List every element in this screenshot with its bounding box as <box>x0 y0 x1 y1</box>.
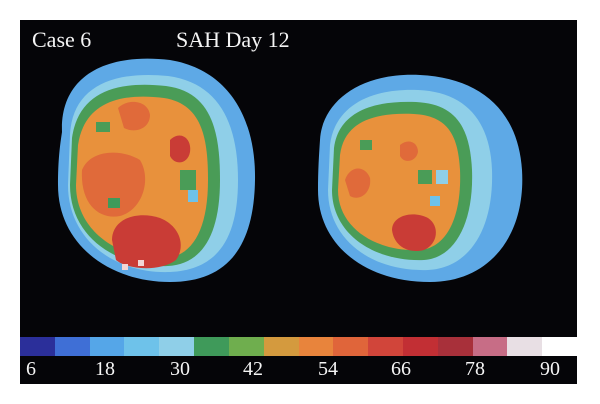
case-label: Case 6 <box>32 27 92 52</box>
color-scale-segment <box>402 337 438 356</box>
right-green-patch-2 <box>360 140 372 150</box>
color-scale-segment <box>124 337 160 356</box>
color-scale-bar <box>20 337 577 356</box>
condition-label: SAH Day 12 <box>176 27 290 52</box>
scale-tick-label: 54 <box>318 358 338 380</box>
left-red-region-right <box>170 135 191 163</box>
right-blue-patch-2 <box>430 196 440 206</box>
left-red-orange-region <box>81 152 146 217</box>
right-brain-slice <box>318 74 523 282</box>
right-red-region-upper <box>400 141 418 161</box>
right-red-region-lower <box>392 214 436 252</box>
color-scale-segment <box>472 337 508 356</box>
brain-scan-images <box>58 58 523 282</box>
left-brain-slice <box>58 58 256 282</box>
left-red-region-top <box>118 101 150 131</box>
right-green-patch-1 <box>418 170 432 184</box>
left-green-patch-2 <box>180 170 196 190</box>
color-scale-segment <box>20 337 55 356</box>
color-scale-segment <box>333 337 369 356</box>
right-blue-patch-1 <box>436 170 448 184</box>
scale-tick-label: 6 <box>26 358 36 380</box>
pet-scan-figure: Case 6 SAH Day 12 <box>20 20 577 384</box>
color-scale-segment <box>159 337 195 356</box>
left-white-spot-2 <box>138 260 144 266</box>
color-scale-segment <box>368 337 403 356</box>
color-scale-segment <box>298 337 334 356</box>
color-scale-segment <box>194 337 229 356</box>
color-scale-segment <box>542 337 577 356</box>
color-scale-segment <box>437 337 473 356</box>
color-scale-segment <box>54 337 90 356</box>
color-scale-segment <box>507 337 543 356</box>
scale-tick-label: 30 <box>170 358 190 380</box>
color-scale-segment <box>228 337 264 356</box>
left-blue-patch <box>188 190 198 202</box>
scale-tick-label: 66 <box>391 358 411 380</box>
left-green-patch-3 <box>108 198 120 208</box>
left-white-spot-1 <box>122 264 128 270</box>
color-scale-segment <box>263 337 299 356</box>
left-green-patch-1 <box>96 122 110 132</box>
color-scale-segment <box>89 337 125 356</box>
scale-tick-label: 18 <box>95 358 115 380</box>
color-scale-ticks: 6 18 30 42 54 66 78 90 <box>20 356 577 384</box>
scale-tick-label: 90 <box>540 358 560 380</box>
left-red-region-posterior <box>112 215 181 269</box>
scale-tick-label: 42 <box>243 358 263 380</box>
scale-tick-label: 78 <box>465 358 485 380</box>
right-red-region-left <box>345 168 371 198</box>
